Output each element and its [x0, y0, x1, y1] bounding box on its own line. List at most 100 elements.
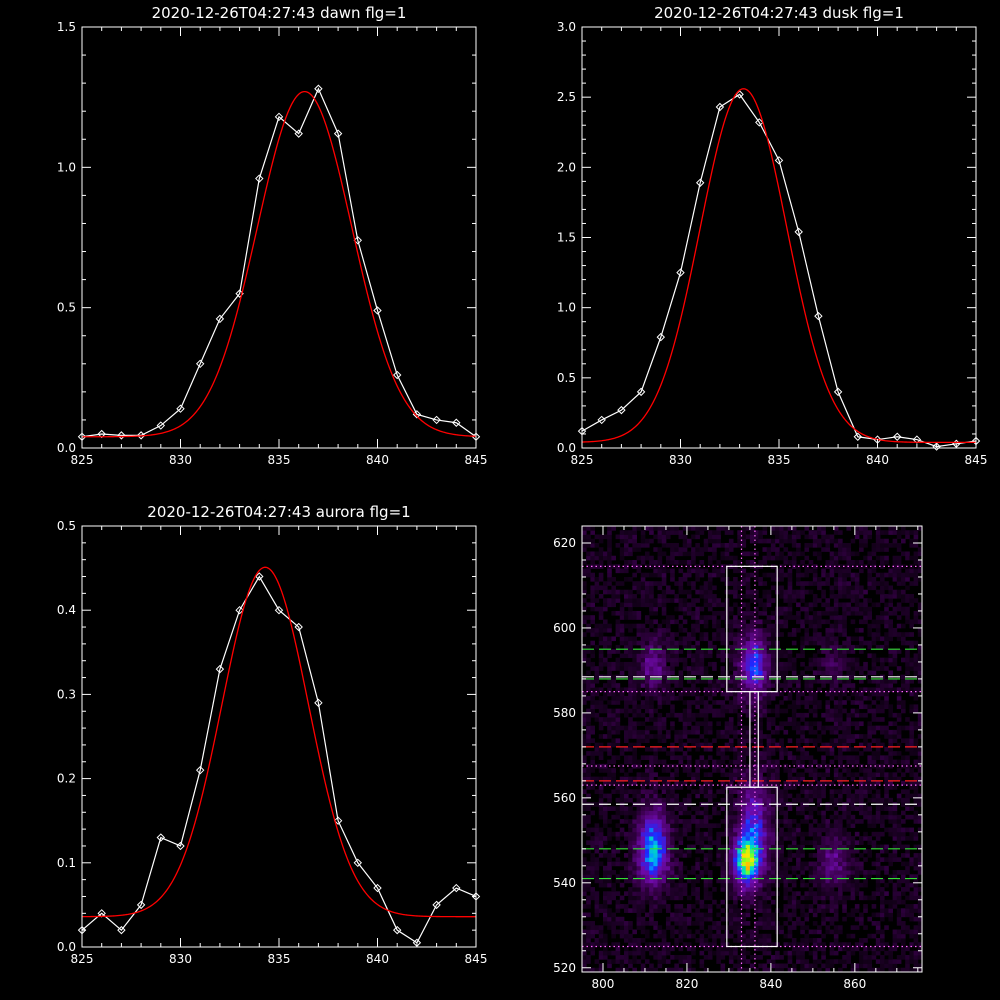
heatmap-cell: [812, 929, 818, 935]
heatmap-cell: [787, 678, 793, 684]
heatmap-cell: [665, 776, 671, 782]
heatmap-cell: [796, 823, 801, 828]
heatmap-cell: [821, 776, 826, 782]
heatmap-cell: [582, 950, 587, 956]
heatmap-cell: [670, 695, 675, 701]
heatmap-cell: [653, 746, 658, 752]
heatmap-cell: [733, 904, 738, 909]
heatmap-cell: [716, 632, 721, 637]
heatmap-cell: [754, 755, 759, 761]
heatmap-cell: [632, 882, 637, 888]
heatmap-cell: [653, 717, 658, 722]
heatmap-cell: [808, 904, 814, 909]
heatmap-cell: [712, 602, 717, 608]
heatmap-cell: [594, 717, 600, 722]
heatmap-cell: [812, 627, 818, 633]
heatmap-cell: [812, 551, 818, 557]
heatmap-cell: [586, 899, 591, 905]
heatmap-cell: [846, 581, 852, 586]
heatmap-cell: [602, 640, 608, 646]
heatmap-cell: [812, 840, 818, 845]
heatmap-cell: [796, 874, 801, 879]
heatmap-cell: [594, 606, 600, 612]
heatmap-cell: [808, 793, 814, 799]
heatmap-cell: [632, 691, 637, 697]
heatmap-cell: [733, 576, 738, 582]
heatmap-cell: [649, 814, 654, 820]
heatmap-cell: [821, 921, 826, 926]
heatmap-cell: [661, 670, 667, 676]
heatmap-cell: [825, 865, 831, 871]
heatmap-cell: [804, 542, 810, 548]
heatmap-cell: [670, 526, 675, 531]
heatmap-cell: [754, 670, 759, 676]
heatmap-cell: [611, 526, 616, 531]
heatmap-cell: [636, 687, 642, 693]
heatmap-cell: [758, 793, 763, 799]
heatmap-cell: [686, 955, 692, 960]
heatmap-cell: [728, 819, 734, 824]
heatmap-cell: [728, 814, 734, 820]
heatmap-cell: [770, 653, 776, 659]
heatmap-cell: [619, 581, 625, 586]
heatmap-cell: [649, 610, 654, 616]
heatmap-cell: [796, 683, 801, 688]
heatmap-cell: [741, 666, 747, 671]
heatmap-cell: [644, 802, 650, 807]
heatmap-cell: [619, 751, 625, 756]
heatmap-cell: [686, 959, 692, 964]
heatmap-cell: [632, 610, 637, 616]
data-point: [373, 883, 382, 893]
heatmap-cell: [846, 593, 852, 599]
heatmap-cell: [779, 853, 784, 858]
heatmap-cell: [754, 780, 759, 786]
heatmap-cell: [749, 683, 755, 688]
heatmap-cell: [787, 967, 793, 973]
heatmap-cell: [607, 627, 612, 633]
heatmap-cell: [582, 734, 587, 739]
heatmap-cell: [745, 640, 751, 646]
heatmap-cell: [628, 551, 633, 557]
heatmap-cell: [745, 840, 751, 845]
heatmap-cell: [644, 695, 650, 701]
heatmap-cell: [766, 619, 772, 625]
heatmap-cell: [829, 738, 835, 744]
heatmap-cell: [670, 840, 675, 845]
heatmap-cell: [758, 559, 763, 565]
heatmap-cell: [590, 844, 595, 850]
heatmap-cell: [716, 950, 721, 956]
heatmap-cell: [791, 589, 797, 595]
heatmap-cell: [686, 704, 692, 710]
heatmap-cell: [833, 831, 839, 837]
heatmap-cell: [657, 670, 663, 676]
heatmap-cell: [733, 704, 738, 710]
heatmap-cell: [615, 946, 621, 952]
heatmap-cell: [779, 721, 784, 727]
heatmap-cell: [686, 729, 692, 735]
heatmap-cell: [661, 942, 667, 947]
heatmap-cell: [787, 853, 793, 858]
heatmap-cell: [619, 725, 625, 731]
heatmap-cell: [661, 683, 667, 688]
heatmap-cell: [808, 870, 814, 875]
heatmap-cell: [644, 636, 650, 642]
heatmap-cell: [762, 606, 768, 612]
heatmap-cell: [800, 759, 805, 765]
heatmap-cell: [846, 589, 852, 595]
heatmap-cell: [808, 683, 814, 688]
heatmap-cell: [644, 687, 650, 693]
heatmap-cell: [745, 576, 751, 582]
heatmap-cell: [770, 610, 776, 616]
heatmap-cell: [628, 746, 633, 752]
heatmap-cell: [628, 717, 633, 722]
heatmap-cell: [665, 649, 671, 654]
heatmap-cell: [804, 806, 810, 811]
heatmap-cell: [632, 942, 637, 947]
heatmap-cell: [808, 950, 814, 956]
heatmap-cell: [653, 874, 658, 879]
heatmap-cell: [762, 526, 768, 531]
heatmap-cell: [758, 904, 763, 909]
heatmap-cell: [758, 712, 763, 718]
heatmap-cell: [808, 700, 814, 705]
